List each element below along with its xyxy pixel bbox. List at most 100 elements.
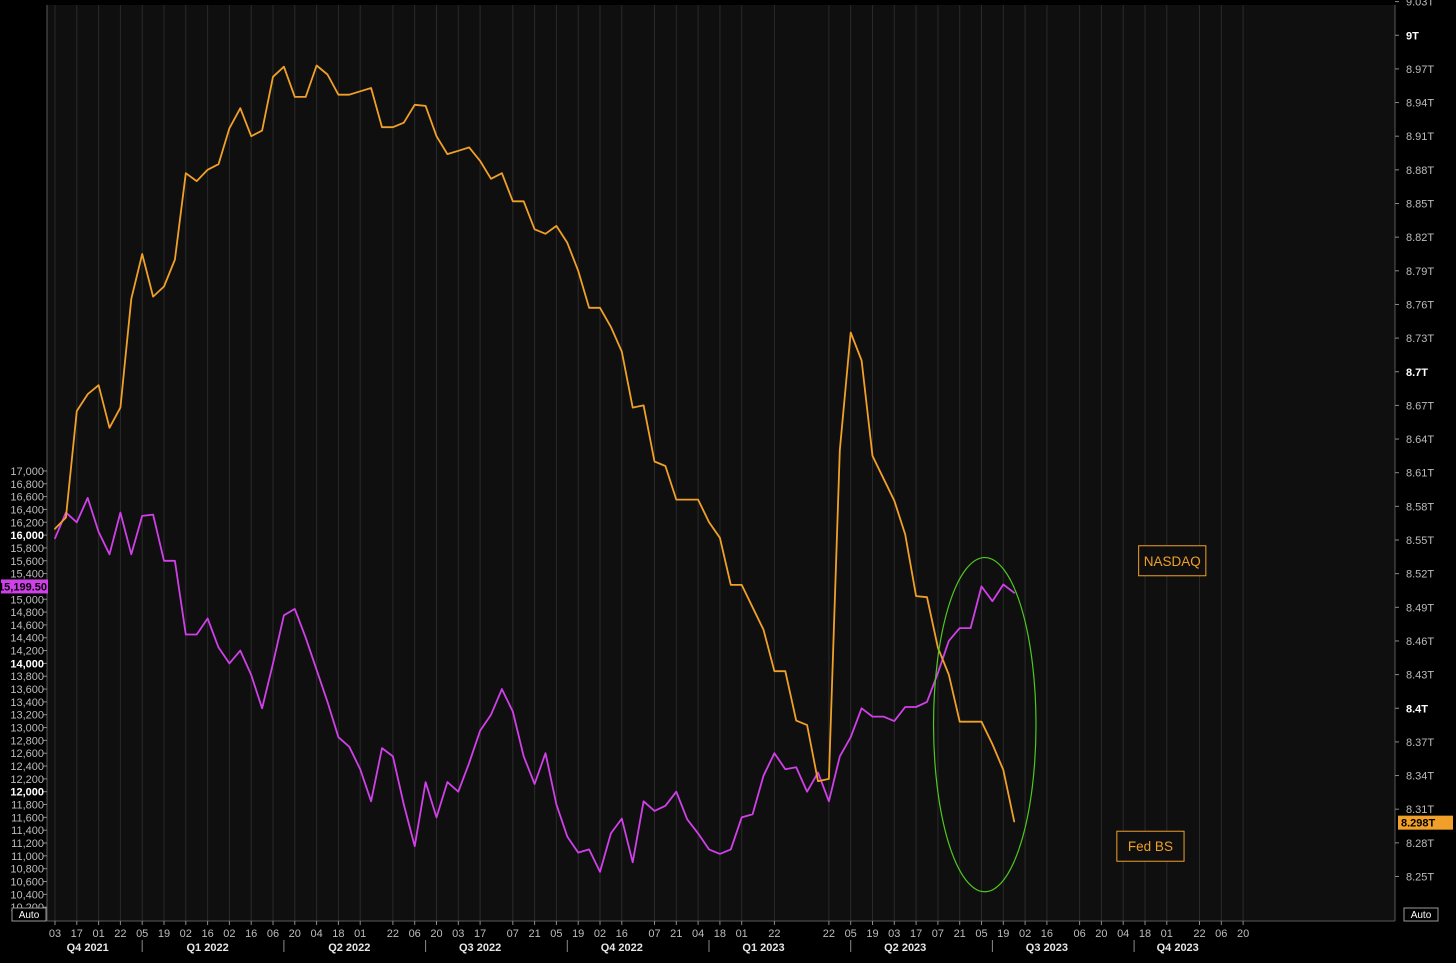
x-tick-label: 02: [223, 928, 235, 940]
right-tick-label: 8.97T: [1406, 64, 1434, 76]
right-tick-label: 8.4T: [1406, 703, 1428, 715]
left-tick-label: 16,000: [10, 530, 44, 542]
left-auto-label: Auto: [19, 910, 40, 921]
left-tick-label: 10,600: [10, 877, 44, 889]
x-tick-label: 04: [1117, 928, 1129, 940]
left-tick-label: 13,400: [10, 697, 44, 709]
x-tick-label: 03: [452, 928, 464, 940]
x-tick-label: 18: [1139, 928, 1151, 940]
left-tick-label: 11,600: [11, 812, 44, 824]
x-tick-label: 19: [997, 928, 1009, 940]
x-tick-label: 06: [1215, 928, 1227, 940]
left-tick-label: 17,000: [10, 466, 44, 478]
series: [54, 64, 1016, 873]
right-tick-label: 8.94T: [1406, 98, 1434, 110]
nasdaq-line: [54, 496, 1016, 873]
left-tick-label: 13,000: [10, 723, 44, 735]
x-tick-label: 19: [572, 928, 584, 940]
left-tick-label: 15,000: [10, 594, 44, 606]
left-tick-label: 11,800: [11, 800, 44, 812]
left-auto-badge: [11, 907, 47, 922]
x-tick-label: 04: [692, 928, 704, 940]
fed-bs-current-value-badge: [1398, 815, 1453, 830]
x-tick-label: 21: [954, 928, 966, 940]
left-tick-label: 10,800: [10, 864, 44, 876]
right-tick-label: 8.91T: [1406, 131, 1434, 143]
x-tick-label: 06: [267, 928, 279, 940]
left-tick-label: 11,000: [11, 851, 44, 863]
fed-bs-current-value-label: 8.298T: [1401, 818, 1436, 830]
annotations: NASDAQ Fed BS: [932, 545, 1207, 893]
left-tick-label: 14,800: [10, 607, 44, 619]
nasdaq-current-value-label: 15,199.50: [0, 581, 47, 593]
right-tick-label: 8.88T: [1406, 165, 1434, 177]
x-tick-label: 22: [114, 928, 126, 940]
x-tick-label: 02: [594, 928, 606, 940]
right-tick-label: 8.7T: [1406, 367, 1428, 379]
quarter-label: Q2 2023: [884, 942, 926, 954]
plot-area: [47, 5, 1395, 921]
quarter-label: Q1 2022: [186, 942, 228, 954]
quarter-label: Q4 2023: [1157, 942, 1199, 954]
right-tick-label: 8.76T: [1406, 299, 1434, 311]
x-tick-label: 03: [888, 928, 900, 940]
grid: [54, 5, 1244, 921]
left-tick-label: 13,600: [10, 684, 44, 696]
right-tick-label: 8.25T: [1406, 872, 1434, 884]
highlight-ellipse: [932, 556, 1037, 893]
quarter-label: Q3 2023: [1026, 942, 1068, 954]
x-tick-label: 01: [92, 928, 104, 940]
current-value-badges: 15,199.50 8.298T: [0, 579, 1453, 830]
x-tick-label: 21: [670, 928, 682, 940]
right-tick-label: 8.37T: [1406, 737, 1434, 749]
right-tick-label: 9T: [1406, 30, 1419, 42]
left-tick-label: 12,000: [10, 787, 44, 799]
x-tick-label: 06: [1073, 928, 1085, 940]
left-tick-label: 15,600: [10, 556, 44, 568]
right-tick-label: 9.03T: [1406, 0, 1434, 9]
left-tick-label: 13,800: [10, 671, 44, 683]
x-tick-label: 16: [245, 928, 257, 940]
x-tick-label: 01: [354, 928, 366, 940]
x-tick-label: 02: [180, 928, 192, 940]
x-tick-label: 21: [528, 928, 540, 940]
nasdaq-annotation-box: [1138, 545, 1207, 577]
right-tick-label: 8.79T: [1406, 266, 1434, 278]
right-auto-label: Auto: [1411, 910, 1432, 921]
x-tick-label: 07: [932, 928, 944, 940]
right-tick-label: 8.85T: [1406, 199, 1434, 211]
fed-bs-annotation-label: Fed BS: [1128, 839, 1173, 854]
right-tick-label: 8.31T: [1406, 804, 1434, 816]
x-tick-label: 07: [648, 928, 660, 940]
x-tick-label: 19: [158, 928, 170, 940]
right-tick-label: 8.49T: [1406, 602, 1434, 614]
nasdaq-annotation-label: NASDAQ: [1144, 554, 1201, 569]
x-tick-label: 22: [1193, 928, 1205, 940]
x-tick-label: 05: [975, 928, 987, 940]
fed-bs-line: [54, 64, 1016, 823]
x-tick-label: 16: [616, 928, 628, 940]
left-tick-label: 10,400: [10, 889, 44, 901]
right-tick-label: 8.55T: [1406, 535, 1434, 547]
left-tick-label: 14,600: [10, 620, 44, 632]
x-tick-label: 04: [310, 928, 322, 940]
x-tick-label: 20: [1237, 928, 1249, 940]
x-tick-label: 22: [387, 928, 399, 940]
x-tick-label: 01: [1161, 928, 1173, 940]
left-axis: 17,00016,80016,60016,40016,20016,00015,8…: [10, 5, 48, 922]
right-auto-badge: [1403, 907, 1439, 922]
nasdaq-current-value-badge: [1, 579, 48, 594]
quarter-label: Q4 2021: [67, 942, 109, 954]
fed-bs-annotation-box: [1116, 830, 1185, 862]
x-tick-label: 01: [736, 928, 748, 940]
left-tick-label: 11,400: [11, 825, 44, 837]
x-tick-label: 20: [430, 928, 442, 940]
left-tick-label: 16,600: [10, 492, 44, 504]
left-tick-label: 16,800: [10, 479, 44, 491]
right-tick-label: 8.61T: [1406, 468, 1434, 480]
x-tick-label: 02: [1019, 928, 1031, 940]
x-tick-label: 17: [474, 928, 486, 940]
left-tick-label: 13,200: [10, 710, 44, 722]
